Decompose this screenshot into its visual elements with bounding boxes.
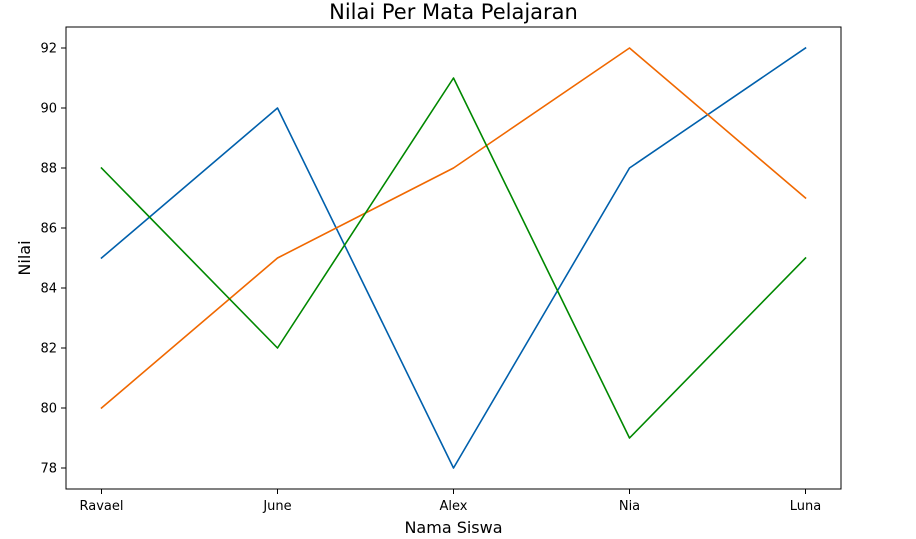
y-tick-label: 92 bbox=[40, 42, 57, 57]
y-tick-label: 80 bbox=[40, 402, 57, 417]
series-line-2 bbox=[100, 47, 807, 410]
series-line-3 bbox=[100, 77, 807, 439]
y-tick-label: 78 bbox=[40, 462, 57, 477]
y-tick-label: 82 bbox=[40, 342, 57, 357]
x-tick-label: Ravael bbox=[80, 499, 124, 514]
series-layer bbox=[100, 46, 807, 469]
y-tick-label: 84 bbox=[40, 282, 57, 297]
x-axis-title: Nama Siswa bbox=[404, 518, 502, 537]
chart-title: Nilai Per Mata Pelajaran bbox=[329, 0, 578, 24]
series-line-1 bbox=[100, 46, 807, 469]
y-tick-label: 86 bbox=[40, 222, 57, 237]
x-tick-label: Alex bbox=[440, 499, 468, 514]
x-axis-ticks: Ravael June Alex Nia Luna bbox=[80, 489, 821, 514]
x-tick-label: June bbox=[262, 499, 291, 514]
y-tick-label: 90 bbox=[40, 102, 57, 117]
y-axis-ticks: 78 80 82 84 86 88 90 92 bbox=[40, 42, 66, 477]
x-tick-label: Nia bbox=[619, 499, 640, 514]
x-tick-label: Luna bbox=[790, 499, 821, 514]
y-axis-title: Nilai bbox=[15, 240, 34, 275]
y-tick-label: 88 bbox=[40, 162, 57, 177]
